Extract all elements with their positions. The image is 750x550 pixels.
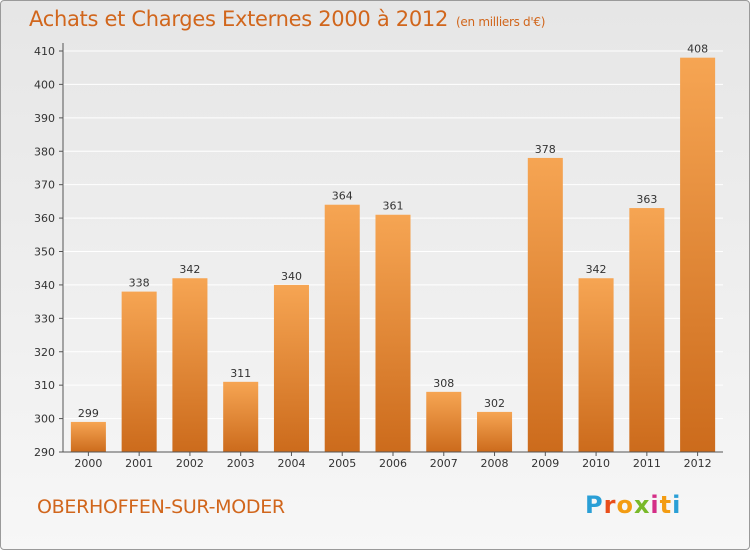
bar-2001 bbox=[121, 291, 157, 452]
logo-letter: t bbox=[659, 491, 673, 519]
chart-title-text: Achats et Charges Externes 2000 à 2012 bbox=[29, 7, 449, 31]
bar-2005 bbox=[324, 204, 360, 452]
y-tick-label: 390 bbox=[34, 112, 55, 125]
x-tick-label: 2005 bbox=[328, 457, 356, 470]
y-tick-label: 340 bbox=[34, 279, 55, 292]
x-tick-label: 2007 bbox=[430, 457, 458, 470]
y-tick-label: 290 bbox=[34, 446, 55, 459]
x-tick-label: 2010 bbox=[582, 457, 610, 470]
y-tick-label: 360 bbox=[34, 212, 55, 225]
axes bbox=[59, 43, 723, 456]
y-tick-label: 320 bbox=[34, 346, 55, 359]
y-tick-label: 300 bbox=[34, 413, 55, 426]
bar-2000 bbox=[70, 421, 106, 452]
x-tick-label: 2008 bbox=[481, 457, 509, 470]
logo-letter: o bbox=[616, 491, 634, 519]
chart-title: Achats et Charges Externes 2000 à 2012 (e… bbox=[29, 7, 545, 31]
proxiti-logo: Proxiti bbox=[585, 491, 681, 519]
x-tick-label: 2003 bbox=[227, 457, 255, 470]
bar-2012 bbox=[680, 57, 716, 452]
y-tick-label: 330 bbox=[34, 312, 55, 325]
bar-2006 bbox=[375, 214, 411, 452]
x-tick-label: 2002 bbox=[176, 457, 204, 470]
data-label: 340 bbox=[281, 270, 302, 283]
data-label: 302 bbox=[484, 397, 505, 410]
bar-2011 bbox=[629, 208, 665, 452]
x-tick-label: 2009 bbox=[531, 457, 559, 470]
x-tick-label: 2011 bbox=[633, 457, 661, 470]
data-label: 311 bbox=[230, 367, 251, 380]
x-tick-label: 2006 bbox=[379, 457, 407, 470]
bar-2002 bbox=[172, 278, 208, 452]
data-label: 308 bbox=[433, 377, 454, 390]
bar-2008 bbox=[477, 411, 513, 452]
y-tick-label: 370 bbox=[34, 179, 55, 192]
y-tick-label: 380 bbox=[34, 145, 55, 158]
data-label: 408 bbox=[687, 43, 708, 56]
y-tick-label: 400 bbox=[34, 78, 55, 91]
x-tick-label: 2001 bbox=[125, 457, 153, 470]
data-label: 299 bbox=[78, 407, 99, 420]
data-label: 342 bbox=[586, 263, 607, 276]
bar-2004 bbox=[273, 284, 309, 452]
logo-letter: x bbox=[633, 491, 651, 519]
bar-2010 bbox=[578, 278, 614, 452]
data-label: 364 bbox=[332, 190, 353, 203]
bar-2009 bbox=[527, 157, 563, 452]
x-tick-label: 2012 bbox=[684, 457, 712, 470]
logo-letter: i bbox=[650, 491, 660, 519]
y-tick-label: 310 bbox=[34, 379, 55, 392]
x-tick-label: 2004 bbox=[277, 457, 305, 470]
data-label: 338 bbox=[129, 277, 150, 290]
logo-letter: P bbox=[585, 491, 604, 519]
place-name: OBERHOFFEN-SUR-MODER bbox=[37, 496, 285, 518]
logo-letter: i bbox=[672, 491, 682, 519]
data-label: 363 bbox=[636, 193, 657, 206]
data-label: 378 bbox=[535, 143, 556, 156]
tick-labels: 290 300 310 320 330 340 350 360 370 380 390 400 410 2… bbox=[34, 43, 712, 470]
bars bbox=[70, 57, 716, 452]
data-label: 361 bbox=[383, 200, 404, 213]
bar-2007 bbox=[426, 391, 462, 452]
bar-2003 bbox=[223, 381, 259, 452]
logo-letter: r bbox=[603, 491, 617, 519]
chart-unit: (en milliers d'€) bbox=[456, 15, 546, 29]
data-label: 342 bbox=[179, 263, 200, 276]
x-tick-label: 2000 bbox=[74, 457, 102, 470]
y-tick-label: 350 bbox=[34, 246, 55, 259]
y-tick-label: 410 bbox=[34, 45, 55, 58]
